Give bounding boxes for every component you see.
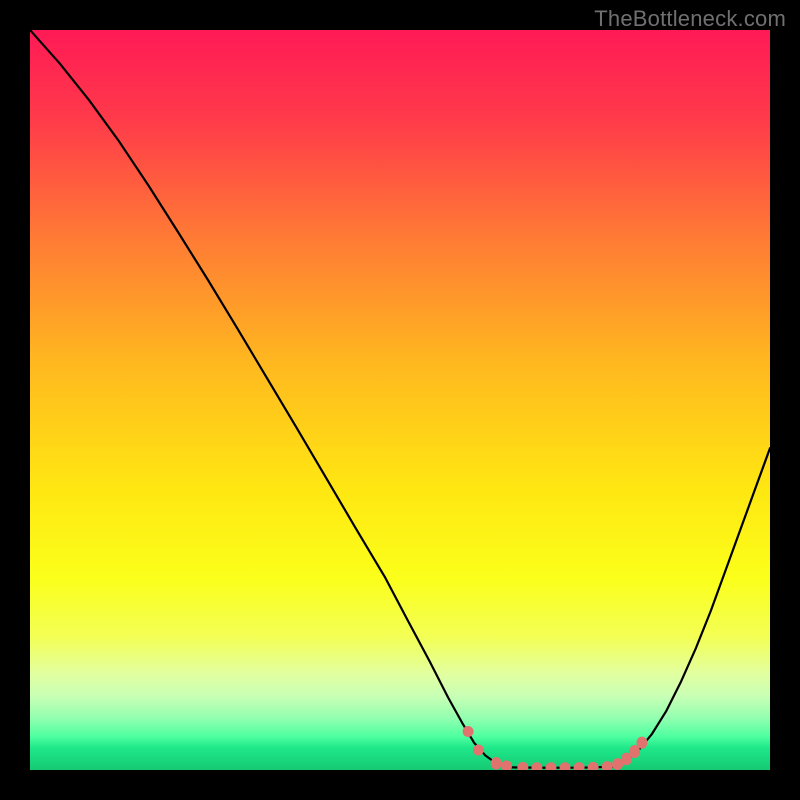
marker-point xyxy=(637,737,647,748)
marker-point xyxy=(574,763,584,770)
plot-area xyxy=(30,30,770,770)
marker-point xyxy=(473,745,483,755)
marker-point xyxy=(491,758,501,770)
marker-point xyxy=(532,763,542,770)
marker-cluster xyxy=(463,727,647,770)
bottleneck-curve xyxy=(30,30,770,768)
marker-point xyxy=(588,762,598,770)
marker-point xyxy=(560,763,570,770)
watermark-text: TheBottleneck.com xyxy=(594,6,786,32)
marker-point xyxy=(518,762,528,770)
marker-point xyxy=(502,761,512,770)
marker-point xyxy=(546,763,556,770)
marker-point xyxy=(630,746,640,758)
chart-container: TheBottleneck.com xyxy=(0,0,800,800)
marker-point xyxy=(463,727,473,737)
curve-svg-layer xyxy=(30,30,770,770)
marker-point xyxy=(602,762,612,770)
